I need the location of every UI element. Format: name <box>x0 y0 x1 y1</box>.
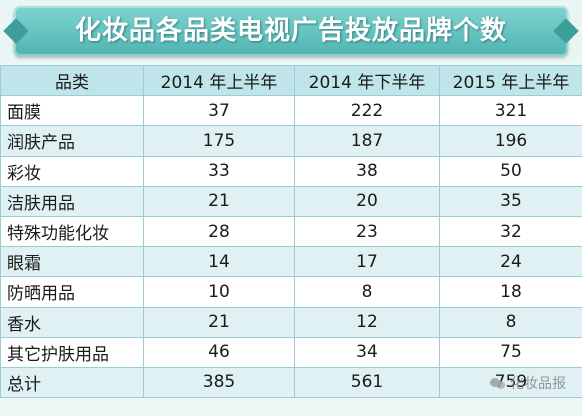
category-cell: 特殊功能化妆 <box>0 215 144 248</box>
watermark: 化妆品报 <box>490 373 566 393</box>
table-row: 防晒用品 10 8 18 <box>0 276 582 308</box>
category-cell: 面膜 <box>0 95 144 127</box>
value-cell: 561 <box>294 366 440 399</box>
value-cell: 14 <box>143 246 295 278</box>
value-cell: 33 <box>143 155 295 187</box>
chart-title: 化妆品各品类电视广告投放品牌个数 <box>74 16 507 46</box>
value-cell: 17 <box>294 246 440 278</box>
value-cell: 8 <box>439 306 582 338</box>
value-cell: 38 <box>294 155 440 187</box>
category-cell: 其它护肤用品 <box>0 336 144 368</box>
value-cell: 759 <box>439 366 582 399</box>
category-cell: 防晒用品 <box>0 276 144 308</box>
column-header: 2014 年上半年 <box>143 64 295 97</box>
title-banner: 化妆品各品类电视广告投放品牌个数 <box>0 0 582 62</box>
watermark-text: 化妆品报 <box>510 376 566 392</box>
value-cell: 10 <box>143 276 295 308</box>
category-cell: 眼霜 <box>0 246 144 278</box>
category-cell: 洁肤用品 <box>0 185 144 217</box>
value-cell: 28 <box>143 215 295 248</box>
title-ribbon <box>14 6 568 56</box>
value-cell: 175 <box>143 125 295 157</box>
value-cell: 21 <box>143 306 295 338</box>
column-header: 2014 年下半年 <box>294 64 440 97</box>
table-row: 润肤产品 175 187 196 <box>0 125 582 157</box>
value-cell: 37 <box>143 95 295 127</box>
value-cell: 20 <box>294 185 440 217</box>
value-cell: 46 <box>143 336 295 368</box>
value-cell: 23 <box>294 215 440 248</box>
value-cell: 18 <box>439 276 582 308</box>
value-cell: 222 <box>294 95 440 127</box>
column-header: 2015 年上半年 <box>439 64 582 97</box>
value-cell: 385 <box>143 366 295 399</box>
category-cell: 彩妆 <box>0 155 144 187</box>
table-body: 面膜 37 222 321 润肤产品 175 187 196 彩妆 33 38 50 洁肤用品 21 20 3… <box>0 95 582 399</box>
header-row: 品类 2014 年上半年 2014 年下半年 2015 年上半年 <box>0 64 582 97</box>
table-row: 彩妆 33 38 50 <box>0 155 582 187</box>
value-cell: 187 <box>294 125 440 157</box>
category-cell: 香水 <box>0 306 144 338</box>
value-cell: 12 <box>294 306 440 338</box>
table-row: 总计 385 561 759 <box>0 366 582 399</box>
table-row: 特殊功能化妆 28 23 32 <box>0 215 582 248</box>
value-cell: 35 <box>439 185 582 217</box>
value-cell: 50 <box>439 155 582 187</box>
table-row: 其它护肤用品 46 34 75 <box>0 336 582 368</box>
value-cell: 321 <box>439 95 582 127</box>
value-cell: 75 <box>439 336 582 368</box>
wechat-icon <box>490 377 506 390</box>
value-cell: 196 <box>439 125 582 157</box>
column-header: 品类 <box>0 64 144 97</box>
table-row: 眼霜 14 17 24 <box>0 246 582 278</box>
value-cell: 8 <box>294 276 440 308</box>
value-cell: 32 <box>439 215 582 248</box>
value-cell: 34 <box>294 336 440 368</box>
category-cell: 润肤产品 <box>0 125 144 157</box>
value-cell: 24 <box>439 246 582 278</box>
table-row: 面膜 37 222 321 <box>0 95 582 127</box>
table-row: 香水 21 12 8 <box>0 306 582 338</box>
category-cell: 总计 <box>0 366 144 399</box>
table-row: 洁肤用品 21 20 35 <box>0 185 582 217</box>
data-table: 品类 2014 年上半年 2014 年下半年 2015 年上半年 面膜 37 222… <box>0 64 582 399</box>
value-cell: 21 <box>143 185 295 217</box>
